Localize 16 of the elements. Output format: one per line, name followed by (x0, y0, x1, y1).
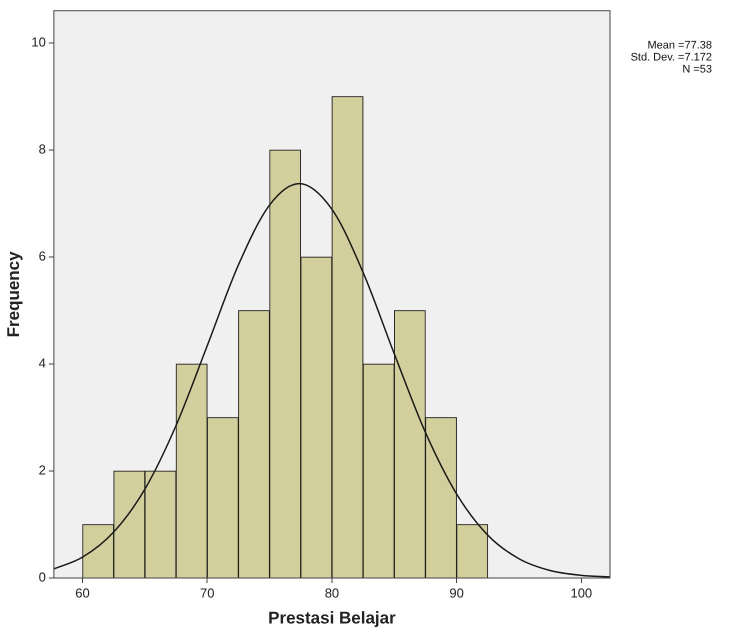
y-tick-label: 10 (31, 34, 46, 50)
x-tick-label: 100 (570, 585, 592, 600)
y-tick-label: 2 (38, 462, 46, 478)
y-axis-title: Frequency (4, 250, 23, 338)
y-tick-label: 0 (38, 570, 46, 585)
x-tick-label: 70 (200, 585, 214, 600)
text: Std. Dev. =7.172 (630, 52, 712, 64)
x-axis-title: Prestasi Belajar (268, 608, 396, 628)
y-tick-label: 6 (38, 248, 46, 264)
x-tick-label: 90 (449, 585, 464, 600)
x-tick-label: 80 (324, 585, 340, 600)
text: Mean =77.38 (647, 40, 712, 52)
x-tick-label: 60 (75, 585, 90, 600)
y-tick-label: 4 (38, 356, 46, 371)
y-tick-label: 8 (38, 142, 46, 157)
text: N =53 (682, 64, 712, 76)
